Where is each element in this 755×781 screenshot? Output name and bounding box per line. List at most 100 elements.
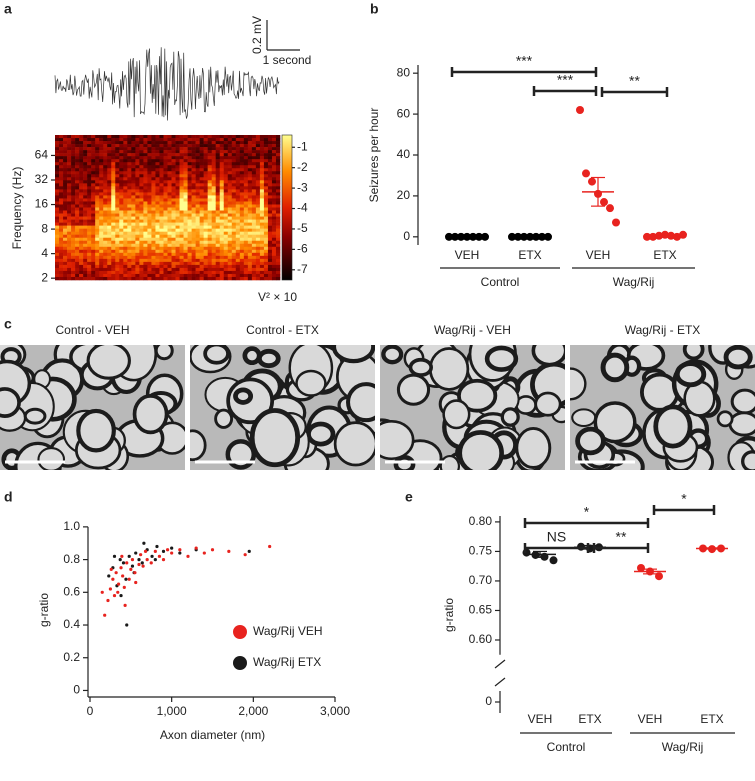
spectrogram-cell	[91, 165, 96, 169]
axon	[457, 378, 498, 413]
spectrogram-cell	[259, 264, 265, 269]
spectrogram-cell	[63, 141, 68, 145]
spectrogram-cell	[235, 195, 241, 199]
spectrogram-cell	[79, 156, 84, 160]
scatter-point	[178, 548, 182, 552]
spectrogram-cell	[263, 189, 269, 193]
spectrogram-cell	[223, 252, 229, 257]
spectrogram-cell	[91, 207, 96, 211]
spectrogram-cell	[111, 174, 116, 178]
spectrogram-cell	[203, 165, 208, 169]
scatter-point	[150, 554, 154, 558]
spectrogram-cell	[207, 189, 212, 193]
spectrogram-cell	[195, 180, 200, 184]
spectrogram-cell	[275, 150, 281, 154]
spectrogram-cell	[267, 189, 273, 193]
spectrogram-cell	[147, 195, 152, 199]
spectrogram-cell	[79, 234, 84, 239]
spectrogram-cell	[119, 174, 124, 178]
spectrogram-cell	[167, 162, 172, 166]
spectrogram-cell	[271, 228, 277, 232]
y-tick-label: 8	[41, 221, 48, 235]
spectrogram-cell	[103, 237, 108, 242]
spectrogram-cell	[171, 180, 176, 184]
spectrogram-cell	[131, 204, 136, 208]
spectrogram-cell	[251, 240, 257, 245]
spectrogram-cell	[175, 216, 180, 220]
spectrogram-cell	[251, 210, 257, 214]
spectrogram-cell	[175, 264, 180, 269]
spectrogram-cell	[95, 162, 100, 166]
spectrogram-cell	[231, 276, 237, 281]
spectrogram-cell	[183, 246, 188, 251]
spectrogram-cell	[263, 222, 269, 226]
spectrogram-cell	[91, 174, 96, 178]
spectrogram-cell	[223, 162, 229, 166]
spectrogram-cell	[131, 237, 136, 242]
spectrogram-cell	[251, 174, 257, 178]
spectrogram-cell	[259, 180, 265, 184]
spectrogram-cell	[183, 276, 188, 281]
spectrogram-cell	[191, 213, 196, 217]
spectrogram-cell	[107, 258, 112, 263]
spectrogram-cell	[179, 138, 184, 142]
spectrogram-cell	[255, 198, 261, 202]
spectrogram-cell	[211, 168, 217, 172]
spectrogram-cell	[203, 261, 208, 266]
spectrogram-cell	[203, 207, 208, 211]
spectrogram-cell	[119, 267, 124, 272]
spectrogram-cell	[243, 204, 249, 208]
spectrogram-cell	[227, 150, 233, 154]
spectrogram-cell	[187, 264, 192, 269]
spectrogram-cell	[79, 255, 84, 260]
spectrogram-cell	[91, 135, 96, 139]
spectrogram-cell	[251, 195, 257, 199]
spectrogram-cell	[119, 162, 124, 166]
spectrogram-cell	[215, 249, 221, 254]
spectrogram-cell	[55, 174, 60, 178]
spectrogram-cell	[79, 150, 84, 154]
y-tick-label: 0	[73, 683, 80, 697]
spectrogram-cell	[55, 270, 60, 275]
spectrogram-cell	[163, 186, 168, 190]
spectrogram-cell	[163, 222, 168, 226]
spectrogram-cell	[67, 159, 72, 163]
spectrogram-cell	[75, 273, 80, 278]
spectrogram-cell	[75, 216, 80, 220]
spectrogram-cell	[147, 138, 152, 142]
spectrogram-cell	[163, 165, 168, 169]
spectrogram-cell	[91, 216, 96, 220]
spectrogram-cell	[135, 258, 140, 263]
spectrogram-cell	[95, 171, 100, 175]
spectrogram-cell	[99, 174, 104, 178]
colorbar-tick-label: -7	[297, 262, 308, 276]
y-tick-label: 2	[41, 270, 48, 284]
spectrogram-cell	[231, 270, 237, 275]
spectrogram-cell	[247, 147, 253, 151]
spectrogram-cell	[219, 177, 225, 181]
spectrogram-cell	[199, 276, 204, 281]
spectrogram-cell	[195, 150, 200, 154]
spectrogram-cell	[91, 270, 96, 275]
spectrogram-cell	[175, 210, 180, 214]
spectrogram-cell	[203, 246, 208, 251]
spectrogram-cell	[99, 147, 104, 151]
spectrogram-cell	[151, 261, 156, 266]
spectrogram-cell	[255, 144, 261, 148]
spectrogram-cell	[119, 276, 124, 281]
spectrogram-cell	[87, 213, 92, 217]
spectrogram-cell	[223, 192, 229, 196]
spectrogram-cell	[131, 141, 136, 145]
spectrogram-cell	[251, 147, 257, 151]
spectrogram-cell	[119, 246, 124, 251]
spectrogram-cell	[71, 273, 76, 278]
spectrogram-cell	[115, 156, 120, 160]
spectrogram-cell	[251, 264, 257, 269]
spectrogram-cell	[135, 153, 140, 157]
spectrogram-cell	[67, 186, 72, 190]
spectrogram-cell	[103, 246, 108, 251]
spectrogram-cell	[155, 273, 160, 278]
spectrogram-cell	[171, 168, 176, 172]
spectrogram-cell	[111, 192, 116, 196]
axon	[393, 455, 416, 470]
